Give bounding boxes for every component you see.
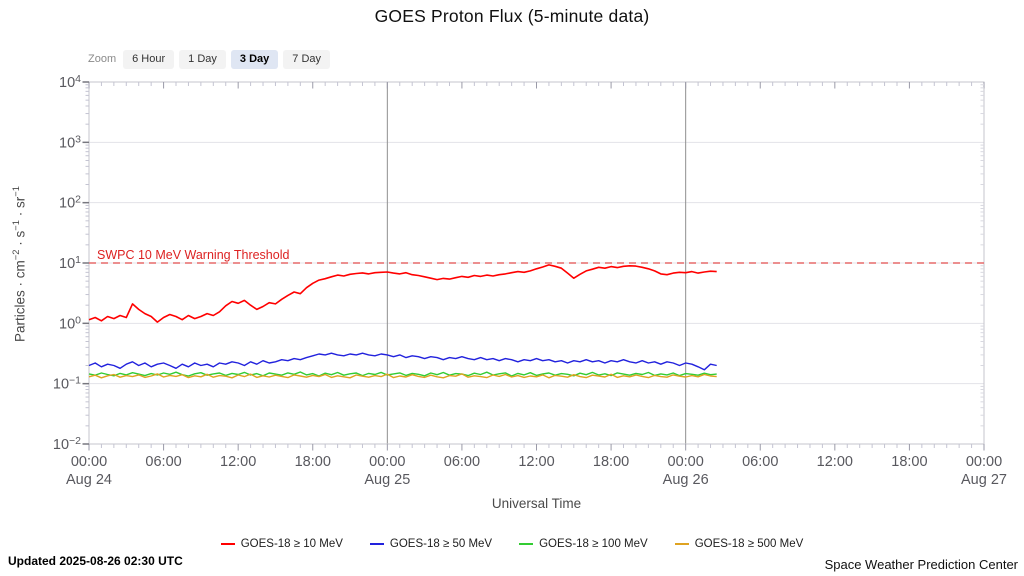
- unit-superscript: −1: [11, 219, 22, 231]
- x-tick-label: 06:00: [444, 454, 480, 470]
- x-tick-label: 18:00: [891, 454, 927, 470]
- threshold-label: SWPC 10 MeV Warning Threshold: [97, 248, 290, 262]
- legend-item-3: GOES-18 ≥ 500 MeV: [674, 538, 804, 550]
- x-tick-label: 18:00: [593, 454, 629, 470]
- x-tick-label: 06:00: [742, 454, 778, 470]
- x-date-label: Aug 27: [961, 472, 1007, 488]
- zoom-control-label: Zoom: [88, 53, 117, 65]
- y-tick-label: 10−1: [53, 375, 81, 393]
- x-tick-label: 12:00: [518, 454, 554, 470]
- unit-text: · sr: [12, 196, 28, 220]
- chart-legend: GOES-18 ≥ 10 MeV GOES-18 ≥ 50 MeV GOES-18 …: [0, 538, 1024, 550]
- series-line-0: [88, 264, 717, 323]
- y-axis-title: Particles · cm−2 · s−1 · sr−1: [11, 139, 29, 389]
- provider-credit: Space Weather Prediction Center: [824, 557, 1018, 572]
- legend-label: GOES-18 ≥ 100 MeV: [539, 538, 648, 550]
- unit-superscript: −1: [11, 185, 22, 197]
- x-tick-label: 00:00: [369, 454, 405, 470]
- x-tick-label: 00:00: [71, 454, 107, 470]
- x-tick-label: 12:00: [817, 454, 853, 470]
- legend-swatch-icon: [674, 543, 689, 545]
- x-tick-label: 00:00: [668, 454, 704, 470]
- legend-label: GOES-18 ≥ 500 MeV: [694, 538, 804, 550]
- x-date-label: Aug 25: [364, 472, 410, 488]
- zoom-control: Zoom 6 Hour 1 Day 3 Day 7 Day: [88, 49, 335, 69]
- legend-item-2: GOES-18 ≥ 100 MeV: [519, 538, 648, 550]
- zoom-option-3-day[interactable]: 3 Day: [230, 50, 279, 69]
- y-tick-label: 103: [59, 133, 81, 151]
- x-date-label: Aug 24: [66, 472, 112, 488]
- legend-label: GOES-18 ≥ 50 MeV: [389, 538, 493, 550]
- y-tick-label: 101: [59, 254, 81, 272]
- zoom-buttons: 6 Hour 1 Day 3 Day 7 Day: [123, 49, 335, 69]
- y-tick-label: 102: [59, 194, 81, 212]
- unit-text: · s: [12, 230, 28, 250]
- legend-item-0: GOES-18 ≥ 10 MeV: [220, 538, 343, 550]
- series-line-1: [88, 352, 717, 371]
- unit-superscript: −2: [11, 249, 22, 261]
- y-tick-label: 100: [59, 314, 81, 332]
- series-line-3: [88, 373, 717, 379]
- zoom-option-7-day[interactable]: 7 Day: [283, 50, 331, 69]
- legend-swatch-icon: [519, 543, 534, 545]
- legend-item-1: GOES-18 ≥ 50 MeV: [369, 538, 493, 550]
- x-date-label: Aug 26: [663, 472, 709, 488]
- zoom-option-6-hour[interactable]: 6 Hour: [123, 50, 175, 69]
- zoom-option-1-day[interactable]: 1 Day: [179, 50, 226, 69]
- x-tick-label: 12:00: [220, 454, 256, 470]
- x-tick-label: 00:00: [966, 454, 1002, 470]
- y-tick-label: 10−2: [53, 435, 81, 453]
- legend-swatch-icon: [369, 543, 384, 545]
- updated-timestamp: Updated 2025-08-26 02:30 UTC: [8, 554, 183, 568]
- x-tick-label: 06:00: [145, 454, 181, 470]
- x-tick-label: 18:00: [295, 454, 331, 470]
- unit-text: Particles · cm: [12, 260, 28, 343]
- x-axis-title: Universal Time: [491, 496, 582, 511]
- legend-swatch-icon: [220, 543, 235, 545]
- legend-label: GOES-18 ≥ 10 MeV: [240, 538, 343, 550]
- y-tick-label: 104: [59, 73, 81, 91]
- page-title: GOES Proton Flux (5-minute data): [374, 6, 650, 26]
